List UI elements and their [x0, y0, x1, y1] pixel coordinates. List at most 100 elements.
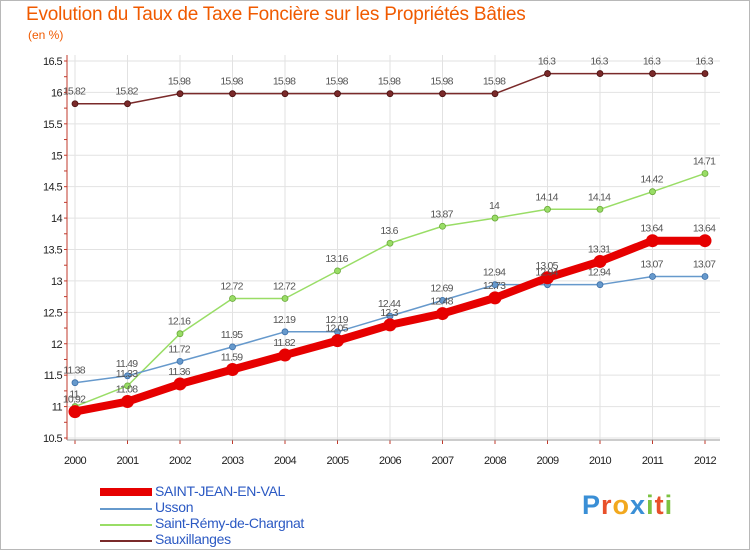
data-point-saint-jean-en-val: [68, 405, 82, 419]
data-point-usson: [491, 281, 499, 289]
data-label-sauxillanges: 16.3: [643, 56, 661, 68]
data-label-usson: 11.49: [116, 358, 138, 370]
data-label-sauxillanges: 15.98: [168, 76, 191, 88]
x-tick-label: 2012: [694, 455, 717, 467]
legend-swatch-sauxillanges: [100, 540, 152, 542]
data-point-usson: [596, 281, 604, 289]
logo-letter: t: [654, 490, 665, 520]
data-label-saint-remy-de-chargnat: 14.71: [693, 155, 716, 167]
data-point-sauxillanges: [596, 70, 604, 77]
y-tick-label: 10.5: [43, 433, 62, 445]
data-point-usson: [281, 328, 289, 336]
data-label-sauxillanges: 15.98: [430, 76, 453, 88]
data-label-saint-jean-en-val: 12.3: [380, 307, 398, 319]
y-tick-label: 13: [51, 276, 63, 288]
logo-letter: i: [646, 490, 655, 520]
series-sauxillanges: [71, 70, 709, 108]
y-axis-unit-label: (en %): [28, 28, 64, 42]
data-label-saint-remy-de-chargnat: 14.42: [640, 174, 663, 186]
data-label-saint-remy-de-chargnat: 12.16: [168, 316, 191, 328]
data-label-sauxillanges: 15.82: [115, 86, 138, 98]
data-label-saint-jean-en-val: 11.36: [168, 366, 190, 378]
data-point-sauxillanges: [491, 90, 499, 98]
data-label-saint-jean-en-val: 13.64: [693, 223, 716, 235]
data-label-saint-jean-en-val: 11.82: [273, 337, 295, 349]
x-tick-label: 2009: [536, 455, 559, 467]
data-label-sauxillanges: 16.3: [695, 56, 713, 68]
data-point-usson: [176, 357, 184, 365]
chart-title: Evolution du Taux de Taxe Foncière sur l…: [26, 4, 526, 25]
proxiti-logo: Proxiti: [582, 490, 673, 521]
data-label-usson: 11.38: [63, 365, 85, 377]
data-point-sauxillanges: [334, 90, 341, 98]
y-tick-label: 12: [51, 339, 63, 351]
logo-letter: x: [630, 490, 647, 520]
y-tick-label: 14.5: [43, 182, 62, 194]
data-point-usson: [124, 372, 131, 380]
data-point-saint-remy-de-chargnat: [386, 239, 394, 247]
data-label-sauxillanges: 15.98: [378, 76, 401, 88]
data-label-sauxillanges: 15.82: [63, 86, 86, 98]
data-label-saint-remy-de-chargnat: 14.14: [535, 191, 558, 203]
data-label-usson: 13.07: [640, 259, 663, 271]
data-label-saint-remy-de-chargnat: 11.33: [116, 368, 138, 380]
data-label-usson: 12.94: [483, 267, 506, 279]
data-point-sauxillanges: [281, 90, 289, 98]
data-label-saint-jean-en-val: 12.73: [483, 280, 506, 292]
legend-label-sauxillanges: Sauxillanges: [155, 531, 231, 547]
data-labels: 15.82 15.82 15.98 15.98 15.98 15.98 15.98 15.98…: [63, 56, 717, 406]
x-tick-label: 2005: [326, 455, 349, 467]
series-saint-remy-de-chargnat: [71, 170, 709, 410]
data-point-saint-jean-en-val: [383, 318, 397, 332]
data-point-saint-remy-de-chargnat: [544, 205, 551, 213]
x-tick-label: 2003: [221, 455, 244, 467]
data-label-sauxillanges: 16.3: [538, 56, 556, 68]
data-point-saint-jean-en-val: [646, 234, 659, 248]
data-label-usson: 11.95: [221, 329, 243, 341]
y-tick-label: 12.5: [43, 307, 62, 319]
data-point-sauxillanges: [544, 70, 551, 77]
x-tick-label: 2000: [64, 455, 87, 467]
y-tick-label: 15.5: [43, 119, 62, 131]
data-point-usson: [229, 343, 236, 351]
data-label-usson: 12.69: [430, 282, 453, 294]
x-tick-label: 2001: [116, 455, 139, 467]
data-label-usson: 11.72: [168, 343, 190, 355]
data-label-saint-remy-de-chargnat: 12.72: [273, 281, 296, 293]
x-tick-label: 2006: [379, 455, 402, 467]
legend-swatch-saint-jean-en-val: [100, 488, 152, 496]
data-label-usson: 13.07: [693, 259, 716, 271]
legend-label-saint-remy-de-chargnat: Saint-Rémy-de-Chargnat: [155, 515, 305, 531]
data-point-sauxillanges: [229, 90, 236, 98]
data-point-usson: [701, 273, 709, 280]
data-label-sauxillanges: 15.98: [220, 76, 243, 88]
data-point-sauxillanges: [71, 100, 79, 108]
data-point-sauxillanges: [176, 90, 184, 98]
y-tick-label: 11.5: [44, 370, 63, 382]
logo-letter: P: [582, 490, 602, 520]
data-label-usson: 12.94: [588, 267, 611, 279]
data-label-sauxillanges: 15.98: [325, 76, 348, 88]
data-label-usson: 12.44: [378, 298, 401, 310]
data-label-saint-jean-en-val: 13.31: [588, 243, 611, 255]
x-tick-label: 2010: [589, 455, 612, 467]
data-point-saint-jean-en-val: [698, 234, 712, 248]
data-label-saint-jean-en-val: 13.64: [640, 223, 663, 235]
x-tick-label: 2007: [431, 455, 454, 467]
y-tick-label: 15: [51, 150, 63, 162]
logo-letter: r: [601, 490, 613, 520]
data-label-sauxillanges: 16.3: [590, 56, 608, 68]
legend-swatch-usson: [100, 508, 152, 510]
data-point-usson: [439, 296, 446, 304]
data-point-usson: [71, 379, 79, 387]
data-point-usson: [649, 273, 656, 280]
data-point-saint-jean-en-val: [593, 254, 607, 268]
data-label-saint-remy-de-chargnat: 11: [69, 389, 79, 401]
data-point-sauxillanges: [701, 70, 709, 77]
logo-letter: o: [612, 490, 631, 520]
data-label-sauxillanges: 15.98: [483, 76, 506, 88]
series-usson: [71, 273, 709, 387]
series-saint-jean-en-val: [68, 234, 712, 419]
grid-lines: [67, 55, 720, 440]
